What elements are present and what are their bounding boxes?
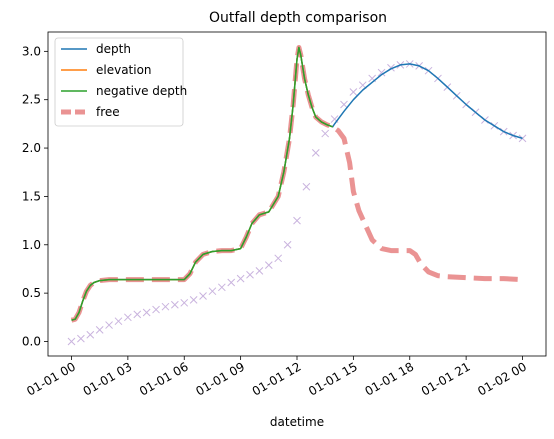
x-marker <box>349 88 358 96</box>
x-marker <box>180 298 189 307</box>
plot-area <box>67 45 527 346</box>
legend-frame <box>54 37 184 127</box>
x-tick-label: 01-01 21 <box>419 359 473 398</box>
x-marker <box>518 134 527 143</box>
x-marker <box>189 296 198 304</box>
x-marker <box>264 261 273 269</box>
x-tick-label: 01-02 00 <box>475 359 529 398</box>
x-marker <box>255 267 264 275</box>
y-axis-ticks: 0.0 0.5 1.0 1.5 2.0 2.5 3.0 <box>22 44 48 348</box>
x-marker <box>124 313 132 322</box>
x-axis-ticks: 01-01 00 01-01 03 01-01 06 01-01 09 01-01 12… <box>24 356 529 399</box>
x-marker <box>199 292 207 300</box>
x-tick-label: 01-01 18 <box>363 359 417 398</box>
x-marker <box>86 330 95 339</box>
x-tick-label: 01-01 03 <box>81 359 135 398</box>
x-marker <box>152 305 160 314</box>
legend-label-depth: depth <box>96 42 131 56</box>
x-marker <box>274 254 283 263</box>
x-marker <box>302 182 311 191</box>
y-tick-label: 0.0 <box>22 334 41 348</box>
x-marker <box>208 287 217 296</box>
x-marker <box>227 278 236 287</box>
x-marker <box>77 334 85 343</box>
x-marker <box>321 129 330 138</box>
x-marker <box>246 270 254 279</box>
x-marker <box>161 302 170 311</box>
x-marker <box>142 308 151 317</box>
chart-title: Outfall depth comparison <box>209 10 387 26</box>
y-tick-label: 2.0 <box>22 141 41 155</box>
x-tick-label: 01-01 09 <box>193 359 247 398</box>
y-tick-label: 1.0 <box>22 238 41 252</box>
x-marker <box>95 326 104 334</box>
legend-label-negative-depth: negative depth <box>96 84 187 98</box>
x-marker <box>340 100 348 109</box>
x-marker <box>217 283 226 292</box>
legend-label-free: free <box>96 105 120 119</box>
x-tick-label: 01-01 06 <box>137 359 191 398</box>
x-tick-label: 01-01 00 <box>24 359 78 398</box>
x-marker <box>293 216 301 225</box>
y-tick-label: 1.5 <box>22 189 41 203</box>
y-tick-label: 2.5 <box>22 93 41 107</box>
y-tick-label: 3.0 <box>22 44 41 58</box>
x-marker <box>105 321 113 329</box>
x-marker <box>114 317 123 326</box>
x-marker <box>133 310 142 319</box>
x-tick-label: 01-01 15 <box>306 359 360 398</box>
series-line-negative-depth <box>71 46 333 321</box>
x-axis-label: datetime <box>270 415 324 429</box>
x-marker <box>283 240 292 249</box>
y-tick-label: 0.5 <box>22 286 41 300</box>
x-tick-label: 01-01 12 <box>250 359 304 398</box>
x-marker <box>67 337 76 346</box>
x-marker <box>311 149 320 157</box>
legend-label-elevation: elevation <box>96 63 152 77</box>
x-marker <box>170 300 179 309</box>
x-marker <box>377 68 386 77</box>
legend: depth elevation negative depth free <box>54 37 187 127</box>
x-marker <box>236 274 245 283</box>
